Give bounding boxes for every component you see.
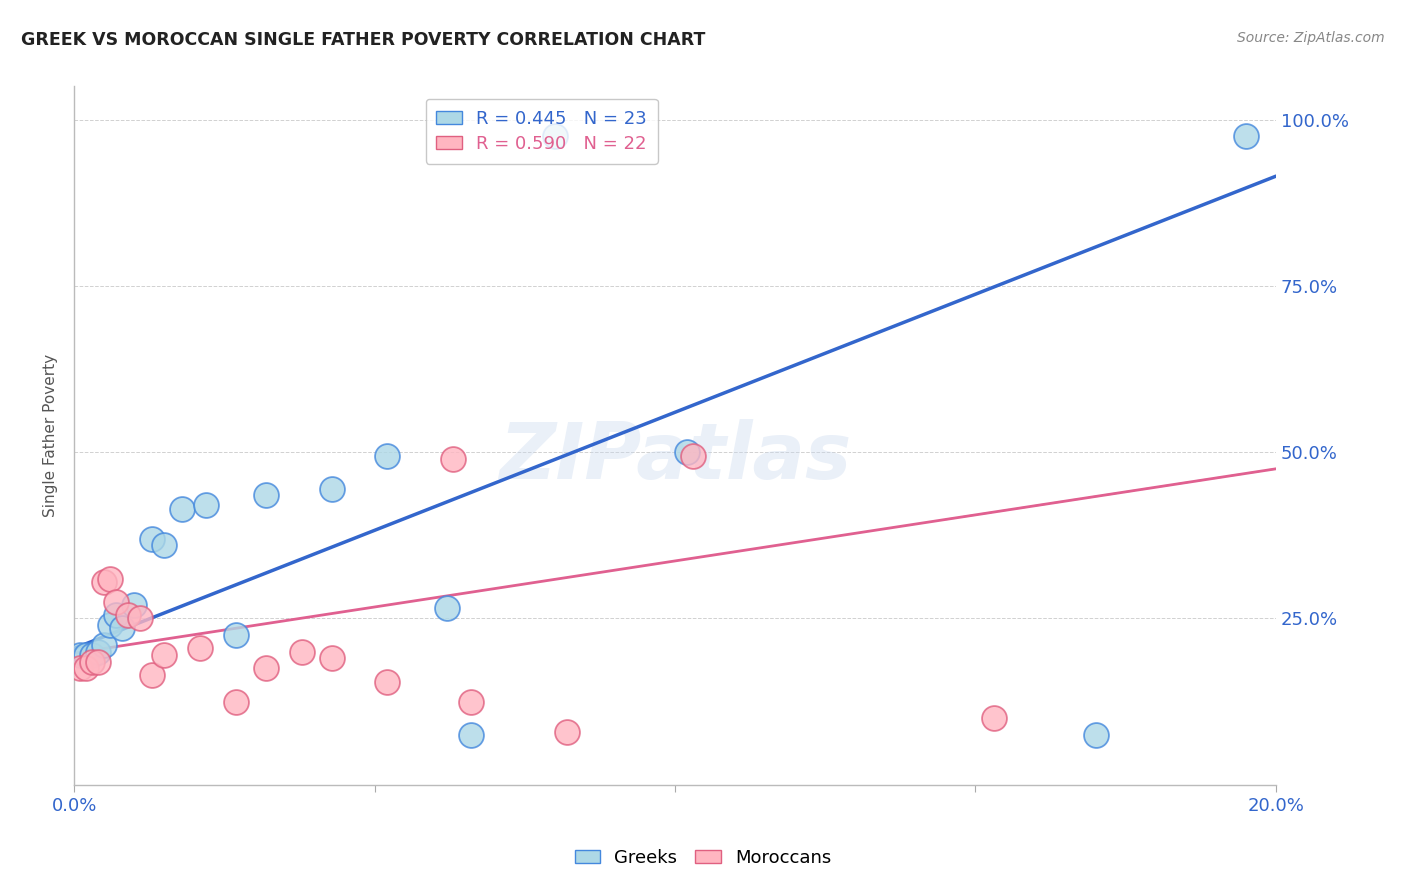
Point: [153, 648, 176, 662]
Text: ZIPatlas: ZIPatlas: [499, 418, 851, 494]
Point: [188, 641, 211, 656]
Point: [87, 655, 110, 669]
Point: [682, 449, 704, 463]
Point: [75, 661, 97, 675]
Point: [117, 608, 139, 623]
Point: [676, 445, 699, 459]
Point: [983, 711, 1005, 725]
Point: [111, 622, 134, 636]
Point: [436, 601, 458, 615]
Point: [153, 538, 176, 552]
Point: [69, 661, 91, 675]
Point: [87, 645, 110, 659]
Point: [254, 488, 277, 502]
Point: [321, 651, 343, 665]
Point: [141, 668, 163, 682]
Point: [98, 618, 121, 632]
Point: [254, 661, 277, 675]
Point: [129, 611, 152, 625]
Point: [105, 595, 128, 609]
Point: [555, 724, 578, 739]
Legend: Greeks, Moroccans: Greeks, Moroccans: [568, 842, 838, 874]
Point: [195, 499, 218, 513]
Point: [291, 645, 314, 659]
Text: Source: ZipAtlas.com: Source: ZipAtlas.com: [1237, 31, 1385, 45]
Point: [105, 608, 128, 623]
Point: [82, 655, 104, 669]
Point: [225, 695, 247, 709]
Point: [460, 695, 482, 709]
Point: [225, 628, 247, 642]
Point: [141, 532, 163, 546]
Point: [93, 574, 115, 589]
Point: [441, 451, 464, 466]
Point: [1234, 129, 1257, 144]
Point: [122, 598, 145, 612]
Point: [460, 728, 482, 742]
Point: [321, 482, 343, 496]
Point: [75, 648, 97, 662]
Y-axis label: Single Father Poverty: Single Father Poverty: [44, 354, 58, 517]
Point: [1084, 728, 1107, 742]
Point: [98, 572, 121, 586]
Legend: R = 0.445   N = 23, R = 0.590   N = 22: R = 0.445 N = 23, R = 0.590 N = 22: [426, 99, 658, 164]
Point: [544, 129, 567, 144]
Point: [69, 648, 91, 662]
Text: GREEK VS MOROCCAN SINGLE FATHER POVERTY CORRELATION CHART: GREEK VS MOROCCAN SINGLE FATHER POVERTY …: [21, 31, 706, 49]
Point: [93, 638, 115, 652]
Point: [375, 449, 398, 463]
Point: [375, 674, 398, 689]
Point: [82, 648, 104, 662]
Point: [172, 501, 194, 516]
